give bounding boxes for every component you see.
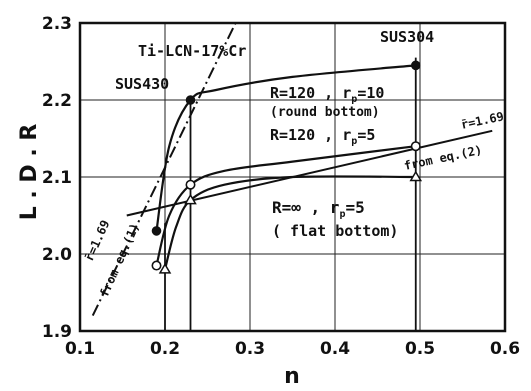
open-circle-marker (151, 260, 162, 271)
y-tick-label: 2.2 (42, 91, 72, 111)
label-rbar-left: r̄=1.69 (82, 218, 112, 263)
filled-circle-marker (410, 60, 421, 71)
label-flat-bottom: ( flat bottom) (272, 222, 398, 240)
x-tick-label: 0.6 (490, 339, 520, 359)
filled-circle-marker (151, 226, 162, 236)
x-tick-label: 0.3 (235, 339, 265, 359)
label-ti-lcn: Ti-LCN-17%Cr (138, 42, 246, 60)
tick-labels: 0.1 0.2 0.3 0.4 0.5 0.6 1.9 2.0 2.1 2.2 2.3 (42, 14, 520, 359)
label-r120-rp5: R=120 , rp=5 (270, 126, 375, 147)
label-r120-rp10: R=120 , rp=10 (270, 84, 384, 105)
open-triangle-marker (409, 170, 423, 182)
label-round-bottom: (round bottom) (270, 105, 380, 120)
series-curve (155, 64, 416, 232)
open-triangle-marker (184, 193, 197, 205)
data-markers (151, 60, 423, 274)
y-tick-label: 1.9 (42, 322, 72, 342)
open-circle-marker (185, 179, 196, 190)
y-tick-label: 2.3 (42, 14, 72, 34)
series-curves (155, 64, 416, 270)
label-r-inf: R=∞ , rp=5 (272, 198, 365, 220)
series-curve (155, 145, 416, 266)
y-axis-label: L . D . R (17, 124, 42, 221)
material-vertical-lines (164, 57, 417, 331)
y-tick-label: 2.1 (42, 168, 72, 188)
x-tick-label: 0.2 (150, 339, 180, 359)
open-triangle-marker (158, 262, 172, 274)
label-sus304: SUS304 (380, 28, 434, 46)
open-circle-marker (410, 141, 421, 152)
x-tick-label: 0.5 (405, 339, 435, 359)
filled-circle-marker (185, 95, 196, 105)
plot-frame (78, 21, 507, 333)
series-curve (163, 175, 416, 270)
reference-lines (91, 22, 493, 317)
x-tick-label: 0.4 (320, 339, 350, 359)
x-axis-label: n (284, 364, 300, 389)
y-tick-label: 2.0 (42, 245, 72, 265)
label-rbar-right: r̄=1.69 (460, 109, 505, 132)
x-tick-label: 0.1 (65, 339, 95, 359)
label-sus430: SUS430 (115, 75, 169, 93)
